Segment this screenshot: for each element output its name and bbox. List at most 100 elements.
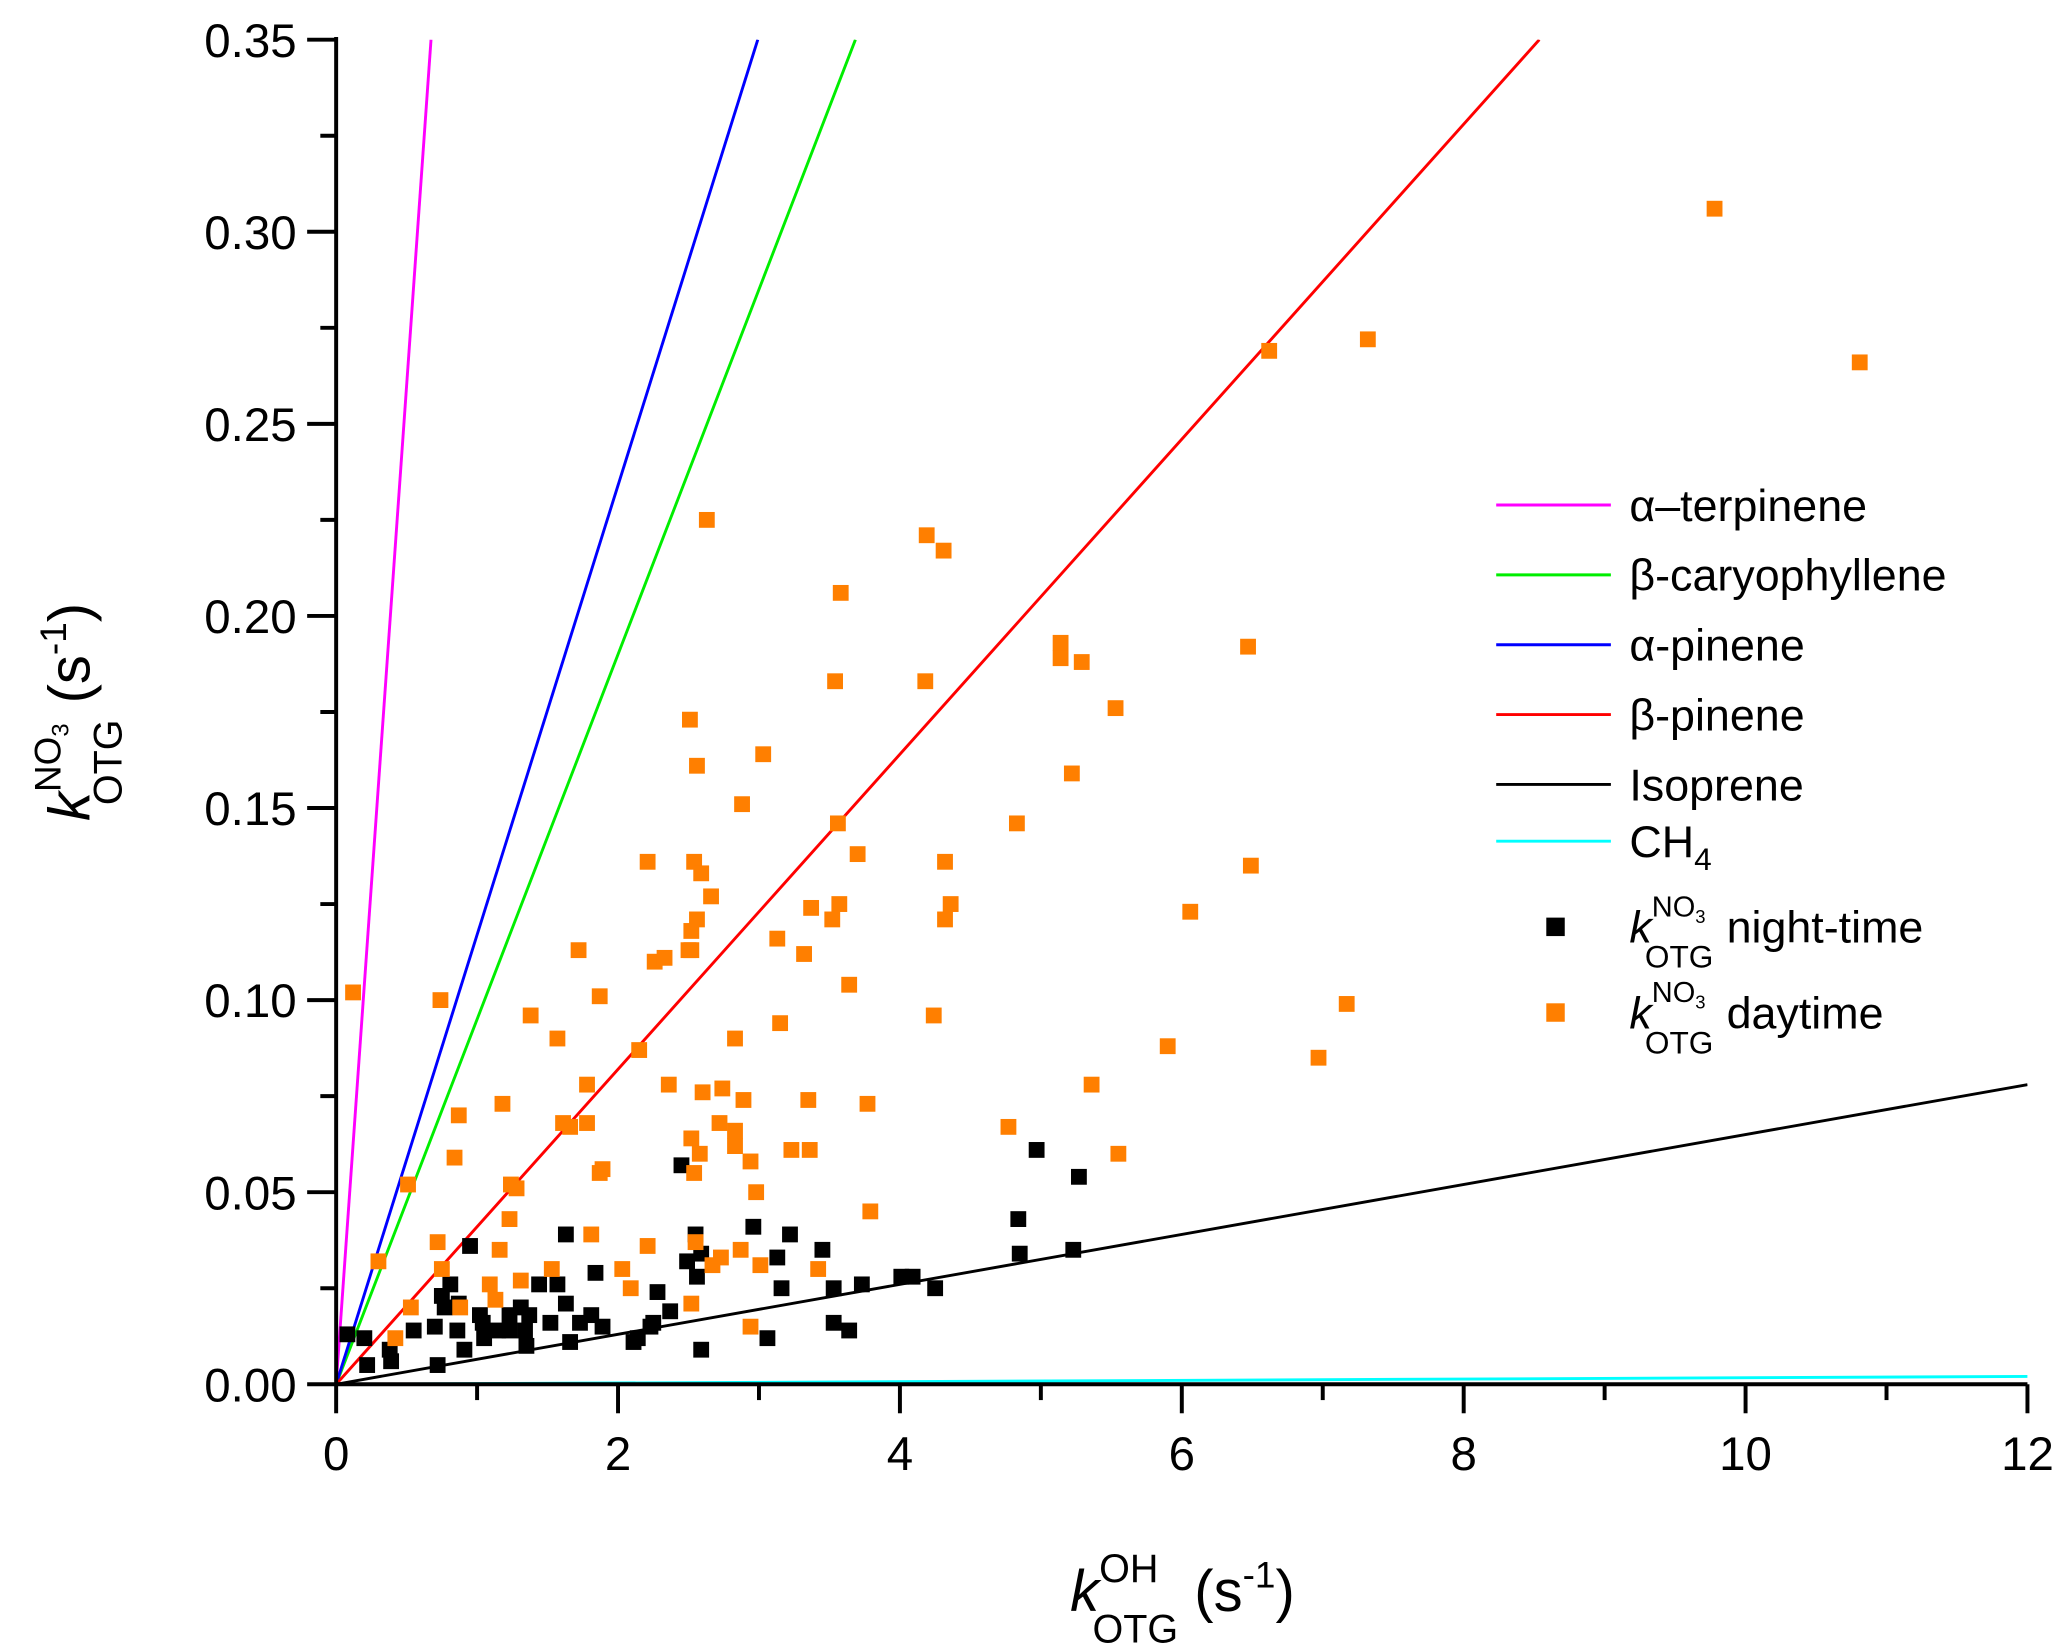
- data-point-daytime: [682, 711, 698, 728]
- data-point-daytime: [711, 1115, 728, 1131]
- data-point-daytime: [732, 1241, 749, 1258]
- data-point-daytime: [1240, 638, 1256, 655]
- data-point-daytime: [1310, 1049, 1327, 1066]
- data-point-daytime: [501, 1211, 518, 1227]
- legend-label-daytime: kNO3 OTGdaytime: [1629, 977, 1883, 1060]
- data-point-daytime: [698, 511, 715, 528]
- data-point-daytime: [683, 942, 700, 959]
- data-point-daytime: [727, 1030, 743, 1047]
- x-tick-label: 0: [323, 1428, 349, 1481]
- data-point-daytime: [687, 1234, 704, 1251]
- data-point-daytime: [827, 673, 843, 690]
- data-point-daytime: [1083, 1076, 1100, 1093]
- data-point-night-time: [769, 1249, 786, 1266]
- data-point-daytime: [769, 930, 786, 947]
- data-point-night-time: [673, 1157, 690, 1174]
- data-point-daytime: [925, 1007, 942, 1024]
- data-point-daytime: [543, 1261, 560, 1277]
- data-point-night-time: [490, 1322, 507, 1339]
- data-point-daytime: [734, 796, 750, 813]
- data-point-night-time: [449, 1322, 466, 1339]
- data-point-night-time: [474, 1314, 491, 1331]
- data-point-daytime: [917, 673, 934, 690]
- data-point-night-time: [542, 1314, 559, 1331]
- data-point-daytime: [742, 1153, 759, 1170]
- data-point-daytime: [370, 1253, 387, 1270]
- data-point-daytime: [783, 1142, 800, 1158]
- data-point-night-time: [1071, 1168, 1087, 1185]
- data-point-night-time: [356, 1330, 373, 1347]
- data-point-daytime: [579, 1115, 595, 1131]
- data-point-daytime: [512, 1272, 529, 1289]
- data-point-daytime: [727, 1138, 743, 1154]
- data-point-daytime: [1159, 1038, 1176, 1055]
- y-tick-label: 0.30: [204, 207, 296, 260]
- data-point-daytime: [631, 1042, 648, 1058]
- legend-label-night-time: kNO3 OTGnight-time: [1629, 891, 1923, 974]
- data-point-daytime: [1338, 996, 1355, 1012]
- y-tick-label: 0.05: [204, 1167, 296, 1220]
- data-point-daytime: [727, 1122, 743, 1139]
- data-point-daytime: [433, 1261, 450, 1277]
- data-point-daytime: [772, 1015, 789, 1032]
- data-point-daytime: [522, 1007, 539, 1024]
- data-point-night-time: [904, 1268, 921, 1285]
- data-point-daytime: [508, 1180, 525, 1197]
- data-point-daytime: [429, 1234, 446, 1251]
- data-point-night-time: [625, 1334, 642, 1350]
- line--pinene: [336, 39, 1541, 1385]
- data-point-daytime: [1261, 342, 1278, 359]
- data-point-daytime: [748, 1184, 765, 1201]
- data-point-night-time: [339, 1326, 356, 1343]
- x-axis-title: kOH OTG (s-1): [1070, 1547, 1295, 1652]
- data-point-daytime: [691, 1145, 708, 1162]
- data-point-night-time: [426, 1318, 443, 1335]
- data-point-daytime: [591, 1165, 608, 1181]
- data-point-night-time: [462, 1238, 478, 1254]
- data-point-night-time: [662, 1303, 679, 1320]
- data-point-daytime: [622, 1280, 639, 1297]
- data-point-night-time: [517, 1322, 533, 1339]
- data-point-daytime: [639, 853, 656, 870]
- legend-label--pinene: α-pinene: [1629, 621, 1804, 671]
- data-point-night-time: [383, 1353, 400, 1370]
- data-point-daytime: [693, 865, 710, 882]
- x-tick-label: 2: [605, 1428, 631, 1481]
- data-point-night-time: [814, 1241, 831, 1258]
- data-point-daytime: [1073, 654, 1090, 670]
- data-point-daytime: [656, 949, 673, 966]
- data-point-daytime: [1242, 857, 1259, 874]
- data-point-night-time: [841, 1322, 858, 1339]
- data-point-night-time: [853, 1276, 870, 1293]
- data-point-daytime: [555, 1115, 571, 1131]
- data-point-daytime: [714, 1080, 731, 1097]
- data-point-daytime: [862, 1203, 879, 1220]
- data-point-daytime: [752, 1257, 769, 1274]
- data-point-daytime: [832, 584, 849, 601]
- line-isoprene: [336, 1083, 2028, 1385]
- legend: α–terpinene β-caryophyllene α-pinene β-pine…: [1496, 481, 1947, 1060]
- data-point-daytime: [1052, 650, 1069, 667]
- data-point-night-time: [1065, 1241, 1082, 1258]
- axes: 0 2 4 6 8 10 12 0.00 0.05 0.10 0.15 0.20 0.25 0.30 0.3…: [204, 15, 2054, 1481]
- data-point-night-time: [1011, 1245, 1028, 1262]
- data-point-night-time: [429, 1357, 446, 1373]
- data-point-daytime: [824, 911, 841, 928]
- data-point-night-time: [825, 1280, 842, 1297]
- data-point-daytime: [800, 1092, 817, 1108]
- line--caryophyllene: [336, 39, 857, 1385]
- legend-marker-daytime: [1546, 1003, 1565, 1022]
- data-point-daytime: [1000, 1118, 1017, 1135]
- data-point-daytime: [432, 992, 449, 1009]
- data-point-night-time: [1010, 1211, 1027, 1227]
- data-point-night-time: [572, 1314, 588, 1331]
- data-point-night-time: [927, 1280, 944, 1297]
- data-point-daytime: [683, 923, 700, 939]
- data-point-night-time: [436, 1299, 453, 1316]
- data-point-daytime: [704, 1257, 721, 1274]
- data-point-daytime: [446, 1149, 463, 1166]
- legend-label-isoprene: Isoprene: [1629, 760, 1803, 810]
- data-point-daytime: [1063, 765, 1080, 782]
- data-point-night-time: [456, 1341, 473, 1358]
- data-point-daytime: [660, 1076, 677, 1093]
